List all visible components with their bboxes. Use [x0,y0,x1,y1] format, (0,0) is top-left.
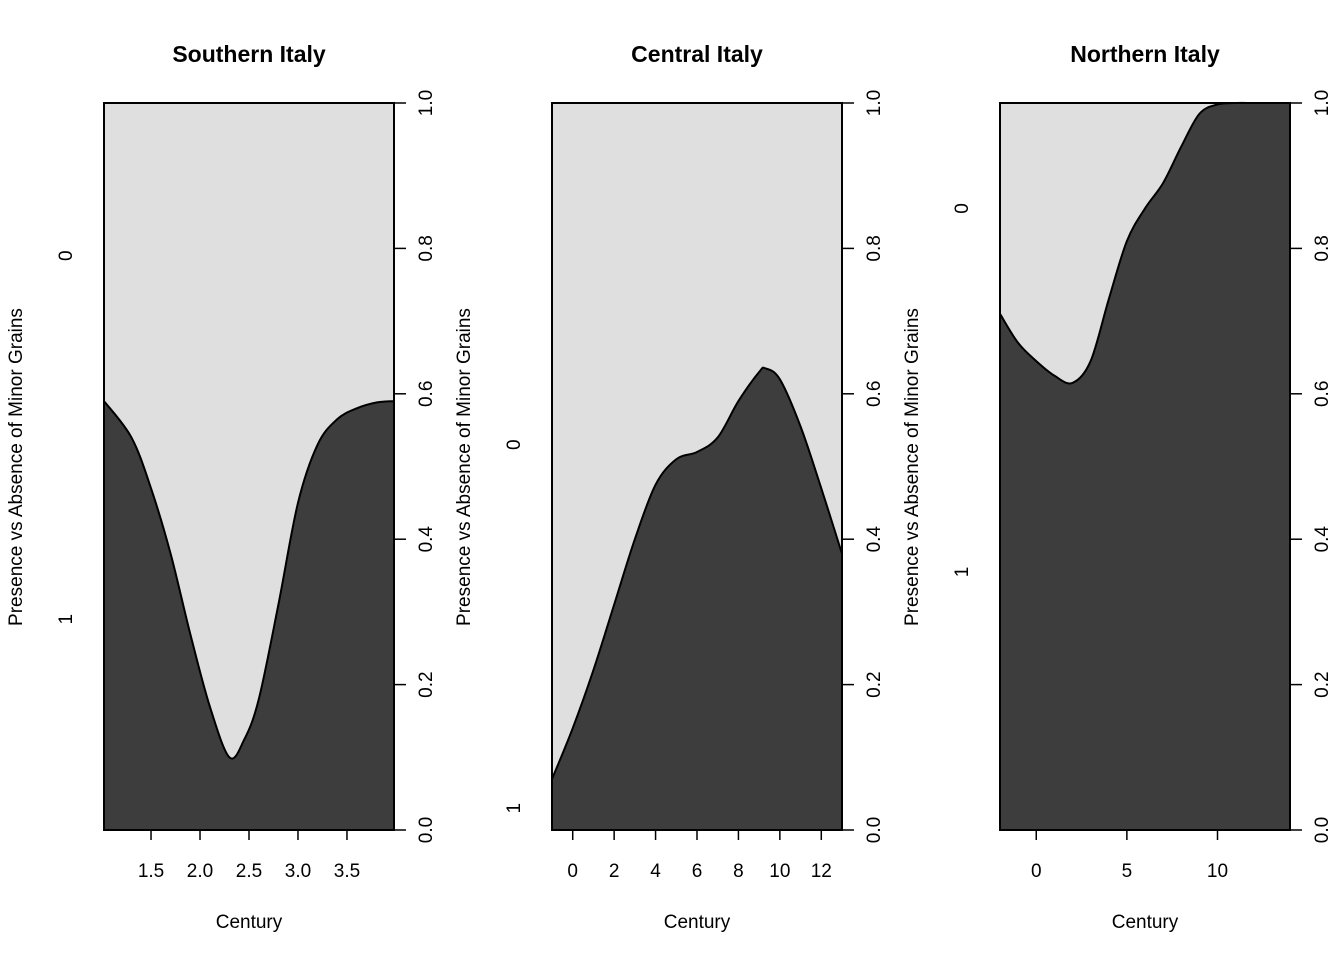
right-tick-label: 0.0 [864,817,885,843]
right-tick-label: 0.6 [1312,381,1333,407]
right-tick-label: 0.8 [864,235,885,261]
x-tick-label: 2 [609,861,620,882]
presence-area [552,367,842,830]
x-axis-label: Century [664,912,731,933]
category-label: 1 [952,567,973,578]
panel-0: Southern Italy 1.5 2.0 2.5 3.0 3.5 Century 0.0 0… [6,41,437,933]
y-axis-label: Presence vs Absence of Minor Grains [902,308,923,626]
x-axis-label: Century [216,912,283,933]
x-tick-label: 10 [1207,861,1228,882]
category-label: 1 [504,803,525,814]
category-label: 0 [952,203,973,214]
right-tick-label: 1.0 [416,90,437,116]
right-tick-label: 1.0 [1312,90,1333,116]
x-axis-label: Century [1112,912,1179,933]
x-tick-label: 2.5 [236,861,262,882]
x-tick-label: 0 [1031,861,1042,882]
x-tick-label: 5 [1122,861,1133,882]
right-tick-label: 0.0 [416,817,437,843]
x-tick-label: 8 [733,861,744,882]
chart-title: Southern Italy [172,41,326,67]
y-axis-label: Presence vs Absence of Minor Grains [454,308,475,626]
right-tick-label: 0.8 [416,235,437,261]
x-tick-label: 3.0 [285,861,311,882]
right-tick-label: 0.6 [864,381,885,407]
x-tick-label: 1.5 [138,861,164,882]
right-tick-label: 0.2 [1312,671,1333,697]
category-label: 1 [56,614,77,625]
presence-area [1000,102,1290,831]
presence-area [104,401,394,830]
right-tick-label: 1.0 [864,90,885,116]
right-tick-label: 0.2 [416,671,437,697]
category-label: 0 [56,250,77,261]
chart-title: Central Italy [631,41,763,67]
right-tick-label: 0.4 [1312,526,1333,553]
right-tick-label: 0.0 [1312,817,1333,843]
right-tick-label: 0.4 [416,526,437,553]
x-tick-label: 2.0 [187,861,213,882]
right-tick-label: 0.8 [1312,235,1333,261]
chart-title: Northern Italy [1070,41,1220,67]
right-tick-label: 0.2 [864,671,885,697]
right-tick-label: 0.6 [416,381,437,407]
boundary-line [551,366,843,780]
x-tick-label: 6 [692,861,703,882]
x-tick-label: 12 [811,861,832,882]
x-tick-label: 0 [567,861,578,882]
x-tick-label: 10 [769,861,790,882]
x-tick-label: 3.5 [334,861,360,882]
y-axis-label: Presence vs Absence of Minor Grains [6,308,27,626]
right-tick-label: 0.4 [864,526,885,553]
x-tick-label: 4 [650,861,661,882]
category-label: 0 [504,439,525,450]
boundary-line [103,400,395,760]
